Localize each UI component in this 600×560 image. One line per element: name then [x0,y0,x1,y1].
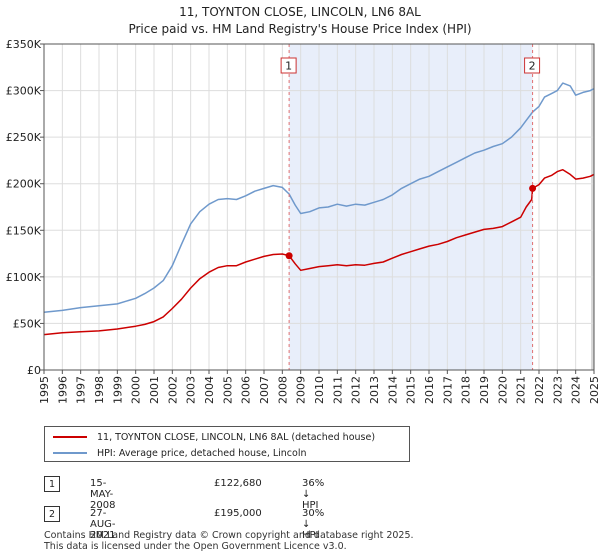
y-tick-label: £100K [6,271,42,284]
x-tick-label: 1997 [75,376,88,404]
legend-label-hpi: HPI: Average price, detached house, Linc… [97,447,307,459]
x-tick-label: 2010 [313,376,326,404]
x-tick-label: 2003 [185,376,198,404]
y-tick-label: £50K [13,317,42,330]
legend-swatch-hpi [53,452,87,454]
y-tick-label: £200K [6,178,42,191]
x-tick-label: 2022 [533,376,546,404]
y-tick-label: £150K [6,224,42,237]
x-tick-label: 2004 [203,376,216,404]
x-tick-label: 2023 [551,376,564,404]
future-hatch [591,44,594,370]
x-tick-label: 2002 [166,376,179,404]
x-tick-label: 1998 [93,376,106,404]
sale-date: 15-MAY-2008 [90,478,116,511]
x-tick-label: 2016 [423,376,436,404]
x-tick-label: 2018 [460,376,473,404]
x-tick-label: 2000 [130,376,143,404]
legend-item-property: 11, TOYNTON CLOSE, LINCOLN, LN6 8AL (det… [53,429,375,445]
price-chart: 1 2 £0 £50K £100K £150K £200K £250K £300K £350K 1… [6,38,600,404]
legend-item-hpi: HPI: Average price, detached house, Linc… [53,445,307,461]
y-tick-label: £250K [6,131,42,144]
x-tick-label: 2017 [441,376,454,404]
legend-label-property: 11, TOYNTON CLOSE, LINCOLN, LN6 8AL (det… [97,431,376,443]
sale-label-box [280,57,297,74]
x-tick-label: 2012 [350,376,363,404]
y-tick-label: £0 [27,364,41,377]
x-tick-label: 2011 [331,376,344,404]
sale-price: £122,680 [214,478,262,489]
x-tick-label: 2024 [570,376,583,404]
x-tick-label: 2013 [368,376,381,404]
x-tick-label: 2021 [515,376,528,404]
x-tick-label: 2005 [221,376,234,404]
sale-badge: 2 [44,506,60,522]
footer: Contains HM Land Registry data © Crown c… [44,530,414,552]
title-line-2: Price paid vs. HM Land Registry's House … [128,22,472,36]
sale-point [285,252,293,260]
legend-swatch-property [53,436,87,438]
legend: 11, TOYNTON CLOSE, LINCOLN, LN6 8AL (det… [44,426,410,462]
footer-line-1: Contains HM Land Registry data © Crown c… [44,530,414,541]
sale-date: 27-AUG-2021 [90,508,116,541]
x-tick-label: 2001 [148,376,161,404]
sale-point [529,184,537,192]
chart-title: 11, TOYNTON CLOSE, LINCOLN, LN6 8AL Pric… [0,4,600,38]
y-tick-label: £350K [6,38,42,51]
x-tick-label: 2006 [240,376,253,404]
x-tick-label: 2020 [496,376,509,404]
x-tick-label: 2019 [478,376,491,404]
sale-hpi-diff: 36% ↓ HPI [302,478,325,511]
x-tick-label: 1995 [38,376,51,404]
x-tick-label: 2008 [276,376,289,404]
sale-badge: 1 [44,476,60,492]
x-tick-label: 2014 [386,376,399,404]
title-line-1: 11, TOYNTON CLOSE, LINCOLN, LN6 8AL [179,5,421,19]
y-tick-label: £300K [6,85,42,98]
x-tick-label: 2009 [295,376,308,404]
sale-label-box [524,57,541,74]
sale-price: £195,000 [214,508,262,519]
x-tick-label: 1996 [56,376,69,404]
sale-label: 2 [529,60,536,73]
x-tick-label: 2025 [588,376,600,404]
sale-label: 1 [285,60,292,73]
sale-hpi-diff: 30% ↓ HPI [302,508,325,541]
x-tick-label: 2007 [258,376,271,404]
x-tick-label: 2015 [405,376,418,404]
footer-line-2: This data is licensed under the Open Gov… [44,541,347,552]
x-tick-label: 1999 [111,376,124,404]
